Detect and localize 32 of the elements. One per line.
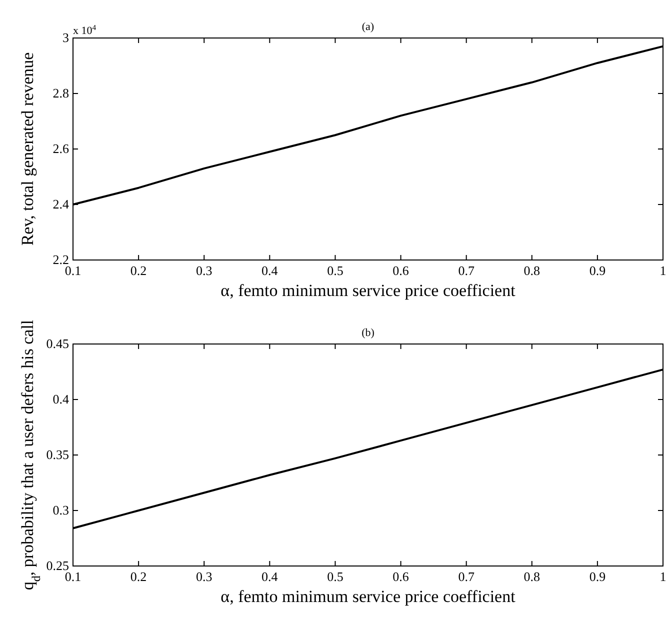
x-tick-label: 0.9 [589,263,606,278]
chart-title: (a) [362,21,374,33]
y-tick-label: 0.3 [52,502,69,518]
x-tick-label: 0.8 [524,569,540,584]
x-tick-label: 0.6 [392,263,410,278]
y-axis-title: Rev, total generated revenue [18,52,37,246]
x-tick-label: 0.5 [327,263,344,278]
x-tick-label: 0.7 [458,569,475,584]
x-tick-label: 0.5 [327,569,344,584]
x-tick-label: 1 [660,263,666,278]
x-tick-label: 0.4 [262,569,278,584]
y-tick-label: 2.6 [52,141,70,156]
y-tick-label: 3 [62,30,69,45]
text: x 10$^{4}$ [73,22,96,37]
x-tick-label: 0.2 [130,569,147,584]
x-tick-label: 0.4 [262,263,278,278]
y-tick-label: 2.8 [52,86,69,100]
x-axis-title: α, femto minimum service price coefficient [220,587,516,606]
x-tick-label: 0.9 [589,569,606,584]
y-tick-label: 0.4 [52,392,70,406]
x-tick-label: 0.3 [196,263,212,278]
x-tick-label: 0.2 [130,263,147,278]
y-tick-label: 0.35 [46,447,69,462]
y-tick-label: 2.4 [52,196,70,212]
x-tick-label: 0.6 [392,569,410,584]
x-tick-label: 0.7 [458,263,475,278]
x-tick-label: 1 [660,569,666,584]
chart-title: (b) [362,327,375,339]
y-tick-label: 0.45 [46,336,69,351]
x-tick-label: 0.3 [196,569,212,584]
x-axis-title: α, femto minimum service price coefficient [220,281,516,300]
x-tick-label: 0.8 [524,263,540,278]
